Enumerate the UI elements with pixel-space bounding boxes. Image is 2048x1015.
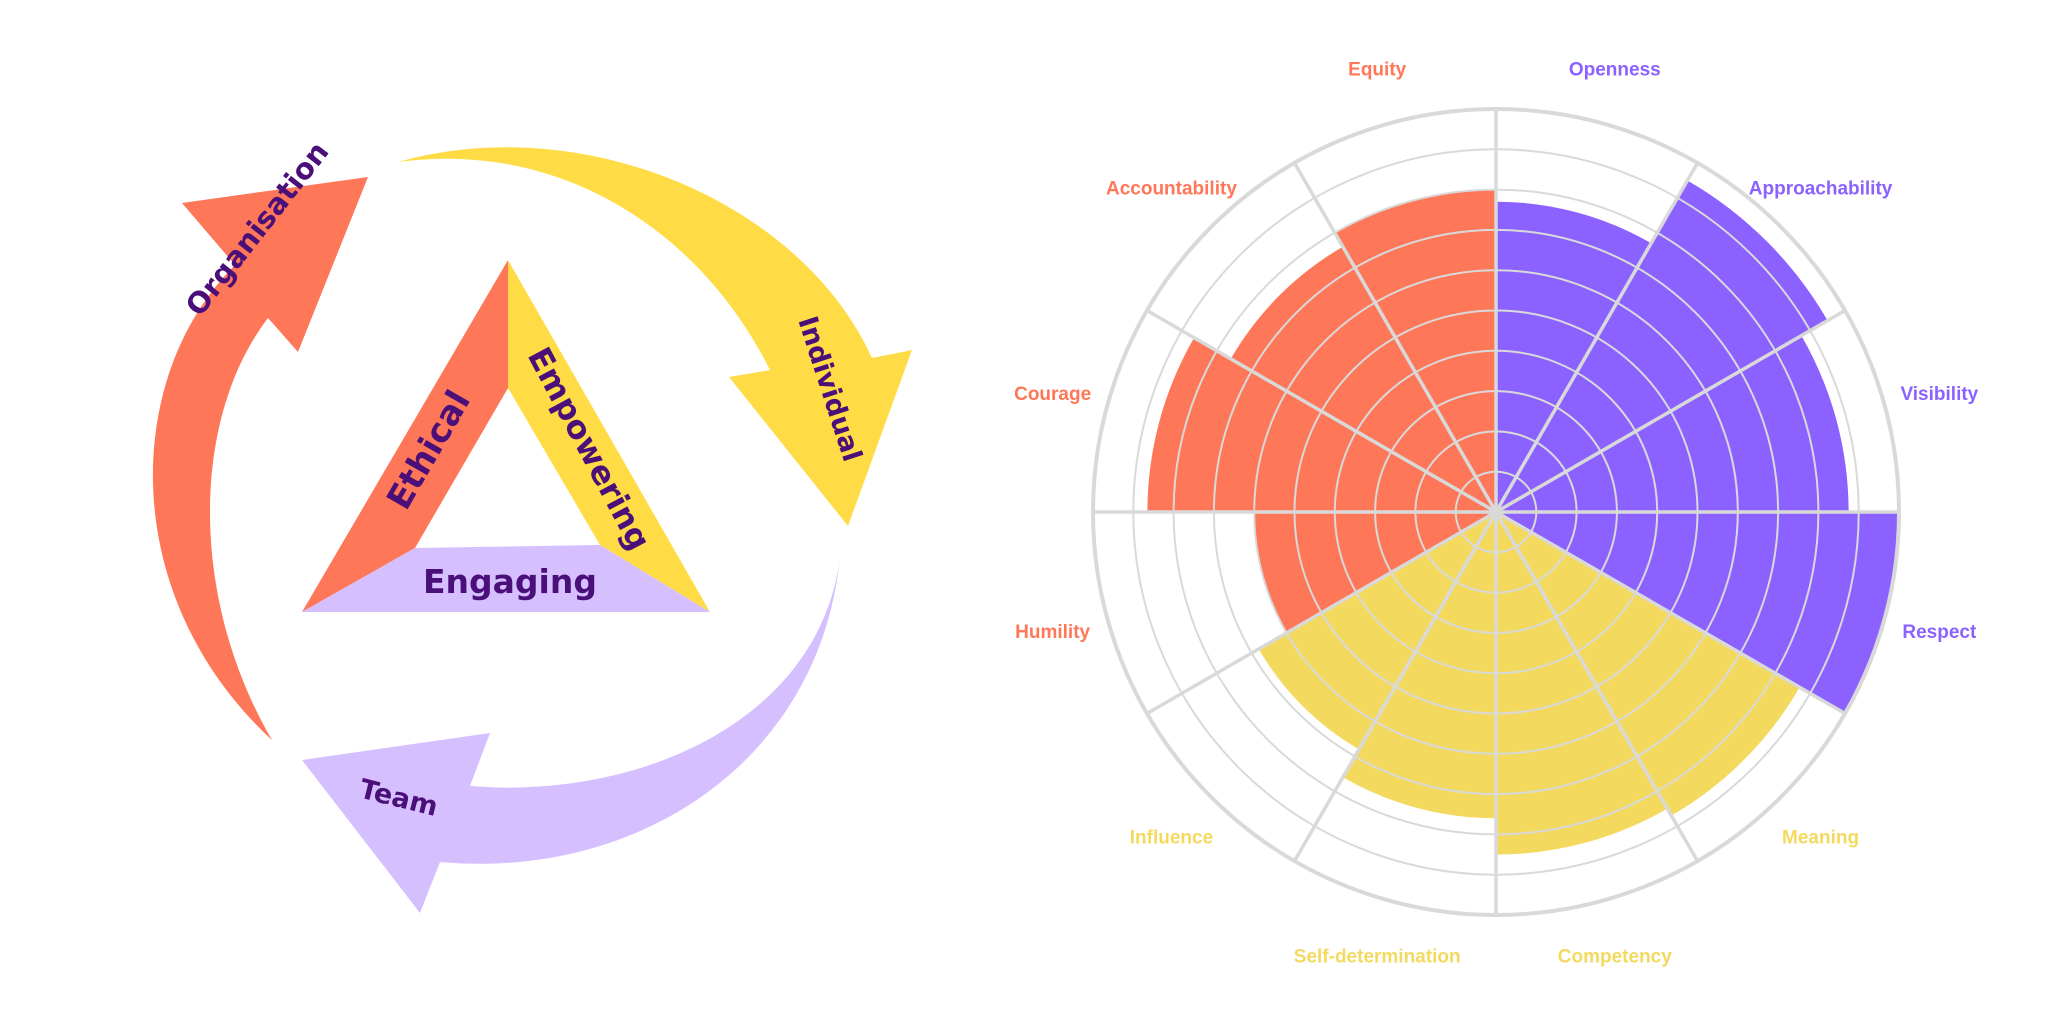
organisation-arrow: Organisation <box>152 135 368 740</box>
grid-spoke <box>1495 510 1846 716</box>
sector-courage <box>1147 337 1496 512</box>
values-polar-chart: Openness Approachability Visibility Respect… <box>1014 60 1979 968</box>
sector-visibility <box>1496 335 1849 512</box>
team-arrow-shape <box>302 557 840 913</box>
ethical-side <box>302 260 508 612</box>
axis-label-respect: Respect <box>1902 622 1977 643</box>
axis-label-courage: Courage <box>1014 384 1091 405</box>
sector-openness <box>1496 201 1652 512</box>
grid-spoke <box>1146 308 1497 514</box>
axis-label-equity: Equity <box>1348 60 1406 81</box>
axis-label-accountability: Accountability <box>1106 178 1237 199</box>
sector-humility <box>1254 512 1496 633</box>
grid-spoke <box>1494 511 1700 862</box>
organisation-arrow-shape <box>152 177 368 740</box>
individual-arrow: Individual <box>398 147 912 526</box>
polar-sectors <box>1147 180 1899 855</box>
grid-spoke <box>1495 308 1846 514</box>
leadership-cycle-diagram: Organisation Individual Team Ethical Emp… <box>152 135 912 913</box>
sector-competency <box>1496 512 1668 855</box>
axis-label-competency: Competency <box>1558 946 1672 967</box>
sector-approachability <box>1496 180 1828 512</box>
grid-spoke <box>1494 162 1700 513</box>
axis-label-openness: Openness <box>1569 60 1661 81</box>
axis-label-self-determination: Self-determination <box>1294 946 1461 967</box>
sector-equity <box>1334 189 1496 512</box>
polar-labels: Openness Approachability Visibility Respect… <box>1014 60 1979 968</box>
empowering-side <box>508 260 710 612</box>
axis-label-visibility: Visibility <box>1900 384 1978 405</box>
individual-arrow-shape <box>398 147 912 526</box>
team-arrow: Team <box>302 557 840 913</box>
polar-grid <box>1091 107 1901 917</box>
grid-spoke <box>1146 510 1497 716</box>
axis-label-approachability: Approachability <box>1749 178 1893 199</box>
engaging-label: Engaging <box>423 562 597 601</box>
grid-center <box>1489 505 1503 519</box>
engaging-side <box>302 545 710 612</box>
values-triangle: Ethical Empowering Engaging <box>302 260 710 612</box>
axis-label-meaning: Meaning <box>1782 828 1859 849</box>
grid-spoke <box>1292 511 1498 862</box>
axis-label-influence: Influence <box>1130 828 1213 849</box>
sector-respect <box>1496 512 1899 714</box>
axis-label-humility: Humility <box>1015 622 1090 643</box>
sector-self-determination <box>1342 512 1496 819</box>
sector-influence <box>1258 512 1496 750</box>
grid-spoke <box>1292 162 1498 513</box>
